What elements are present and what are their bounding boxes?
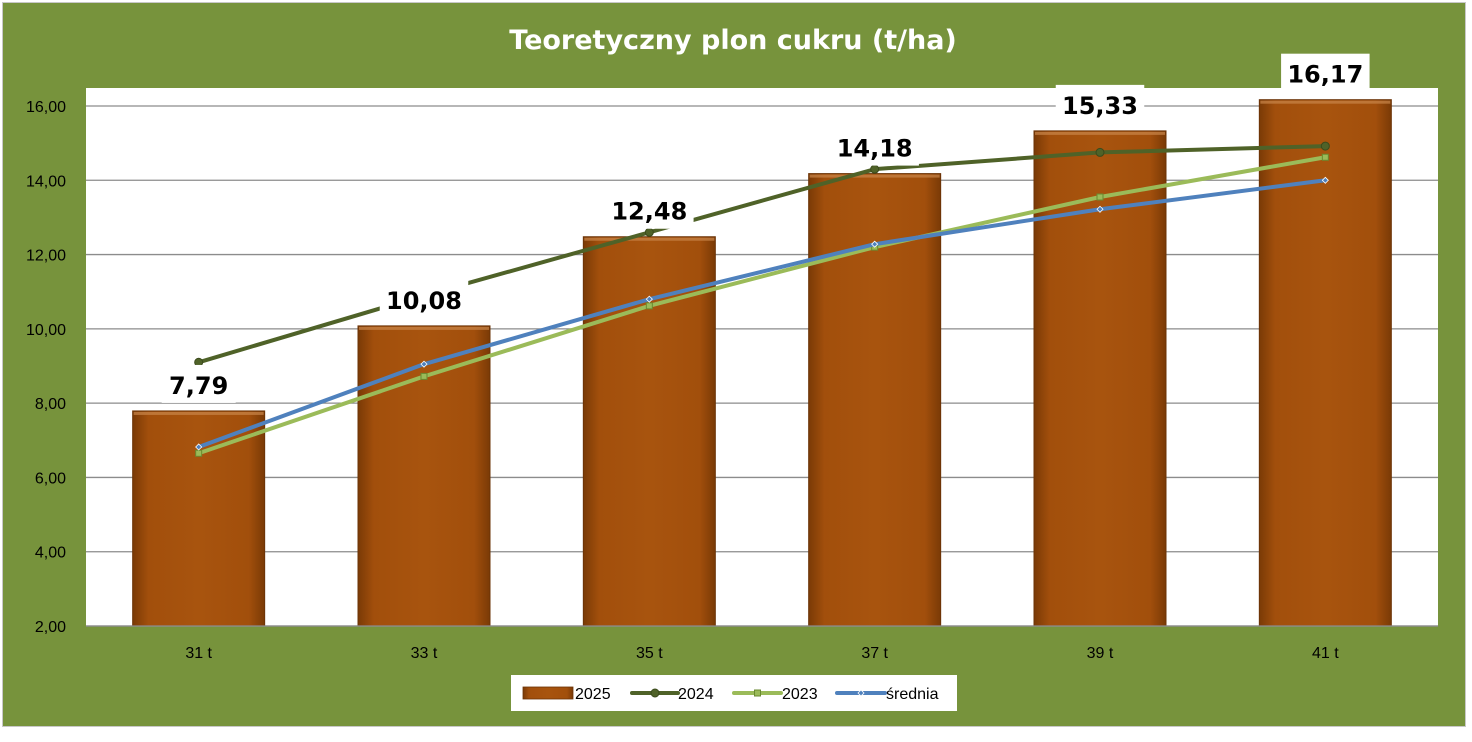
bar-highlight [1260,100,1391,104]
y-tick-label: 10,00 [26,322,66,339]
data-label: 12,48 [611,198,687,226]
x-axis: 31 t 33 t 35 t 37 t 39 t 41 t [86,625,1438,662]
data-label-box [1281,53,1370,92]
plot-area [86,88,1438,626]
point-2024 [1095,147,1105,157]
line-2023 [196,155,1328,456]
data-label: 16,17 [1287,61,1363,89]
x-tick-label: 37 t [861,645,888,662]
y-tick-label: 8,00 [35,396,66,413]
chart-title: Teoretyczny plon cukru (t/ha) [509,25,957,56]
point-2023 [1096,193,1104,201]
point-srednia [871,240,879,248]
data-label-box [605,190,694,229]
y-axis: 2,00 4,00 6,00 8,00 10,00 12,00 14,00 16,00 [26,99,66,636]
legend-label-2025: 2025 [575,686,611,703]
y-tick-label: 16,00 [26,99,66,116]
y-tick-label: 2,00 [35,619,66,636]
legend-marker-2023 [754,689,761,697]
chart-svg: Teoretyczny plon cukru (t/ha) 2,00 4,00 6,… [26,25,1438,711]
legend-label-srednia: średnia [886,686,939,703]
point-2023 [420,372,428,380]
data-label-box [379,279,469,318]
point-2023 [195,449,203,457]
x-tick-label: 33 t [411,645,438,662]
x-tick-label: 39 t [1087,645,1114,662]
point-2024 [644,227,654,237]
legend-marker-srednia [857,689,865,697]
x-tick-label: 41 t [1312,645,1339,662]
chart-frame: Teoretyczny plon cukru (t/ha) 2,00 4,00 6,… [2,2,1466,727]
bar-2025 [132,410,266,627]
bar-2025 [1033,130,1167,627]
point-2024 [1320,141,1330,151]
bar-highlight [584,237,715,241]
data-label: 15,33 [1062,92,1138,120]
point-srednia [420,360,428,368]
legend-label-2024: 2024 [678,686,714,703]
bar-2025 [357,325,491,627]
line-srednia [196,178,1328,449]
y-tick-label: 4,00 [35,545,66,562]
bar-highlight [133,411,264,415]
legend-marker-2024 [650,688,660,698]
point-srednia [1321,176,1329,184]
point-2023 [1321,153,1329,161]
x-tick-label: 31 t [185,645,212,662]
point-2023 [645,302,653,310]
data-label-box [1055,84,1145,123]
data-label: 14,18 [837,135,913,163]
point-srednia [1096,205,1104,213]
data-label: 10,08 [386,287,462,315]
data-label-box [161,364,236,403]
y-tick-label: 14,00 [26,173,66,190]
y-tick-label: 12,00 [26,248,66,265]
bar-highlight [1035,131,1165,135]
y-tick-label: 6,00 [35,470,66,487]
data-label: 7,79 [169,372,228,400]
legend-swatch-2025 [522,686,574,700]
legend: 2025 2024 2023 średnia [511,675,957,711]
bar-highlight [809,174,940,178]
data-labels: 7,79 10,08 12,48 14,18 15,33 16,17 [161,53,1370,403]
point-2024 [870,164,880,174]
legend-label-2023: 2023 [782,686,818,703]
data-label-box [830,127,919,166]
x-tick-label: 35 t [636,645,663,662]
bar-highlight [359,326,489,330]
point-srednia [645,295,653,303]
point-srednia [195,443,203,451]
